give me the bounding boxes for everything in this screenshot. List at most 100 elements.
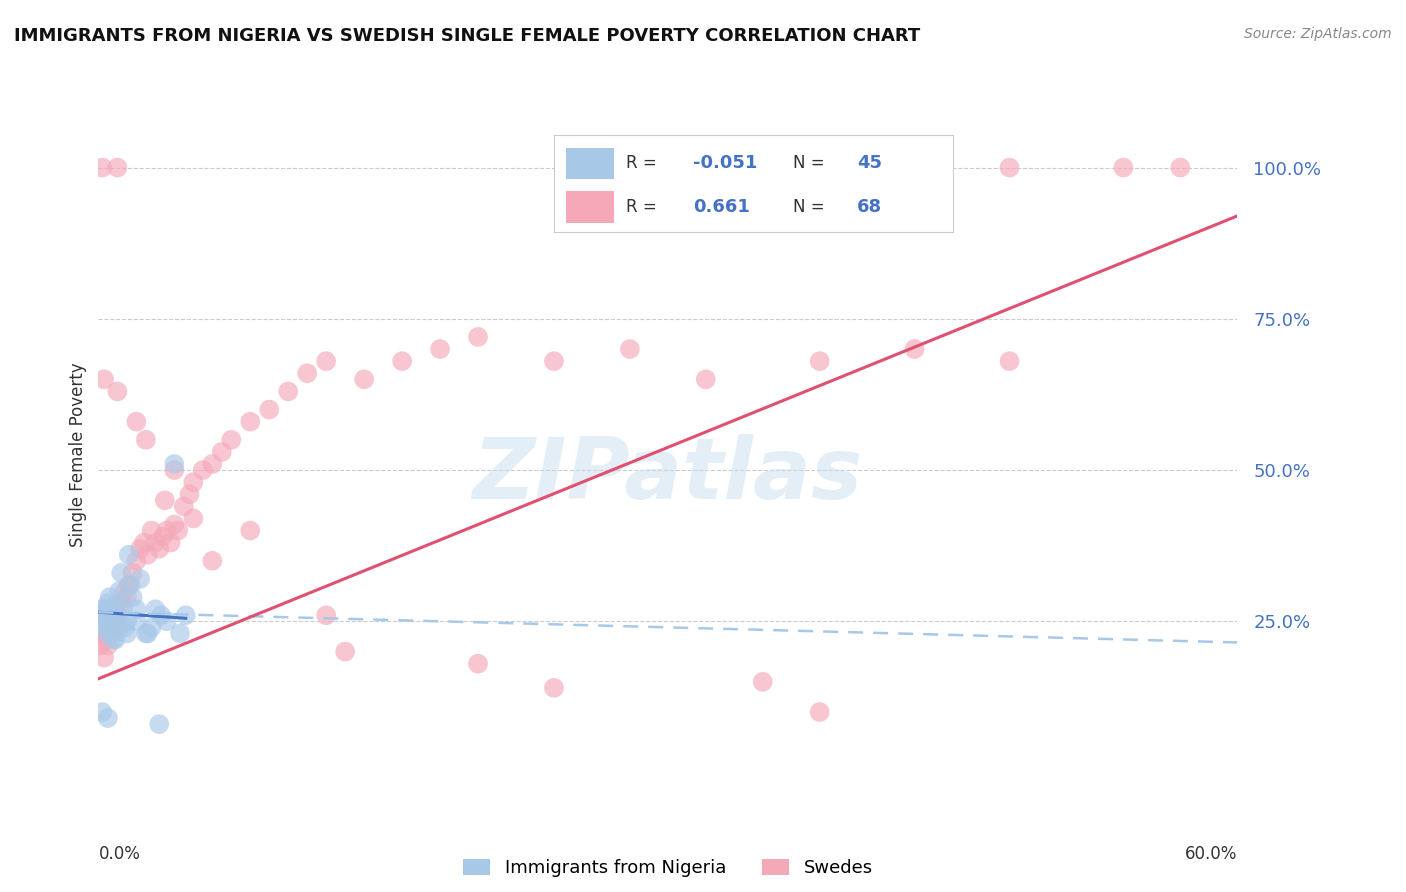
Point (89, 639, 111, 653)
Point (156, 524, 179, 538)
Point (221, 433, 243, 447)
Point (110, 566, 132, 580)
Point (1170, 161, 1192, 175)
Point (808, 354, 831, 368)
Point (163, 517, 186, 532)
Point (467, 330, 489, 344)
Point (135, 433, 157, 447)
Point (91, 602, 114, 616)
Point (118, 578, 141, 592)
Point (97, 615, 120, 629)
Text: Source: ZipAtlas.com: Source: ZipAtlas.com (1244, 27, 1392, 41)
Point (135, 626, 157, 640)
Point (94, 632, 117, 647)
Point (145, 602, 167, 616)
Point (91, 705, 114, 719)
Point (183, 475, 205, 490)
Point (695, 372, 717, 386)
Point (115, 590, 138, 604)
Point (97, 596, 120, 610)
Point (153, 493, 176, 508)
Point (179, 487, 201, 501)
Point (107, 608, 129, 623)
Point (89, 608, 111, 623)
Point (201, 554, 224, 568)
Point (163, 457, 186, 471)
Point (159, 535, 181, 549)
Point (103, 626, 125, 640)
Point (145, 535, 167, 549)
Point (904, 342, 927, 356)
Point (211, 445, 233, 459)
Text: 60.0%: 60.0% (1185, 845, 1237, 863)
Point (543, 681, 565, 695)
Point (125, 602, 148, 616)
Point (103, 632, 125, 647)
Point (91, 626, 114, 640)
Point (148, 541, 170, 556)
Point (150, 608, 173, 623)
Point (107, 384, 129, 399)
Point (297, 366, 319, 380)
Point (167, 524, 190, 538)
Point (391, 354, 413, 368)
Point (97, 626, 120, 640)
Point (315, 354, 337, 368)
Point (107, 608, 129, 623)
Point (91, 161, 114, 175)
Point (100, 620, 122, 634)
Point (103, 615, 125, 629)
Point (998, 161, 1021, 175)
Point (125, 615, 148, 629)
Point (103, 615, 125, 629)
Point (104, 620, 127, 634)
Point (201, 457, 224, 471)
Point (125, 415, 148, 429)
Point (98, 590, 121, 604)
Point (104, 632, 127, 647)
Point (1112, 161, 1135, 175)
Point (543, 354, 565, 368)
Point (107, 161, 129, 175)
Point (94, 620, 117, 634)
Point (752, 674, 775, 689)
Point (98, 626, 121, 640)
Point (93, 372, 115, 386)
Point (115, 615, 138, 629)
Point (183, 511, 205, 525)
Point (619, 342, 641, 356)
Point (259, 402, 281, 417)
Point (97, 639, 120, 653)
Point (108, 620, 131, 634)
Point (94, 608, 117, 623)
Point (121, 566, 143, 580)
Point (100, 620, 122, 634)
Point (98, 608, 121, 623)
Point (108, 584, 131, 599)
Point (148, 717, 170, 731)
Point (353, 372, 375, 386)
Point (93, 602, 115, 616)
Point (132, 535, 155, 549)
Point (136, 626, 159, 640)
Point (315, 608, 337, 623)
Point (169, 626, 191, 640)
Point (110, 596, 132, 610)
Point (120, 578, 142, 592)
Point (112, 602, 135, 616)
Point (107, 596, 129, 610)
Point (467, 657, 489, 671)
Point (93, 615, 115, 629)
Point (100, 602, 122, 616)
Point (239, 415, 262, 429)
Legend: Immigrants from Nigeria, Swedes: Immigrants from Nigeria, Swedes (456, 852, 880, 884)
Point (121, 590, 143, 604)
Point (173, 500, 195, 514)
Point (115, 626, 138, 640)
Y-axis label: Single Female Poverty: Single Female Poverty (69, 363, 87, 547)
Point (239, 524, 262, 538)
Point (174, 608, 197, 623)
Point (97, 711, 120, 725)
Point (118, 548, 141, 562)
Point (114, 584, 136, 599)
